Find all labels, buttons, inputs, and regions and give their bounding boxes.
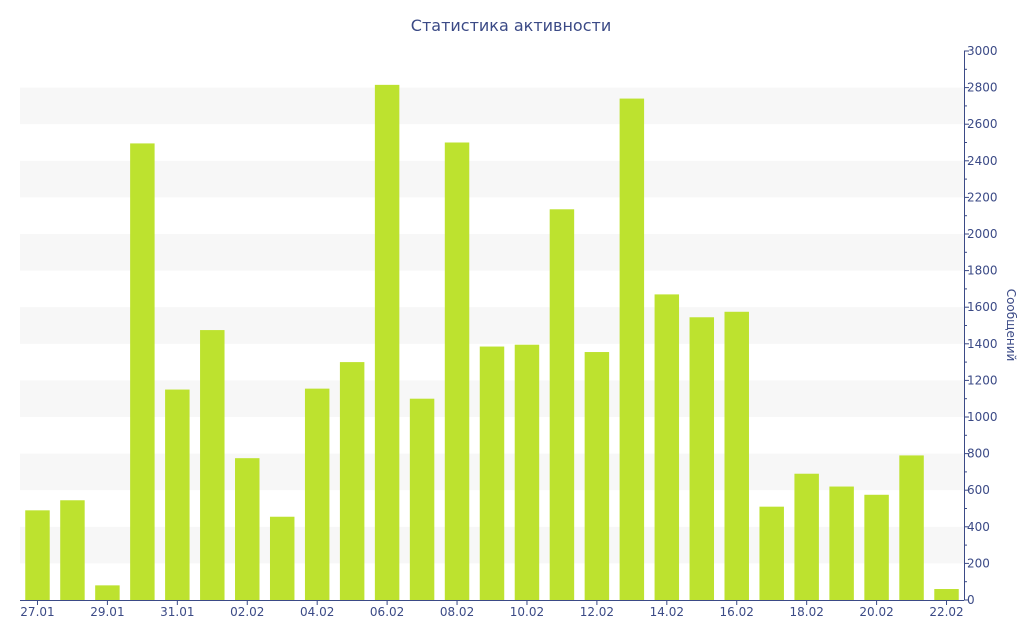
bars	[25, 84, 959, 601]
bar-20.02[interactable]	[864, 494, 889, 600]
bar-04.02[interactable]	[304, 388, 330, 600]
y-tick-label: 1600	[967, 300, 998, 314]
y-tick-label: 800	[967, 447, 990, 461]
bar-17.02[interactable]	[759, 506, 784, 600]
bar-06.02[interactable]	[374, 84, 400, 601]
y-tick-label: 1800	[967, 264, 998, 278]
bar-21.02[interactable]	[899, 455, 924, 600]
y-axis-label: Сообщений	[1004, 289, 1018, 362]
x-tick-label: 04.02	[300, 605, 334, 619]
y-tick-label: 2200	[967, 190, 998, 204]
bar-14.02[interactable]	[654, 294, 680, 600]
bar-09.02[interactable]	[479, 346, 505, 600]
x-tick-label: 27.01	[20, 605, 54, 619]
y-tick-label: 2800	[967, 81, 998, 95]
bar-11.02[interactable]	[549, 209, 575, 601]
grid-band	[20, 307, 964, 344]
y-tick-label: 2600	[967, 117, 998, 131]
x-tick-label: 18.02	[789, 605, 823, 619]
bar-28.01[interactable]	[60, 500, 85, 600]
bar-13.02[interactable]	[619, 98, 645, 600]
x-axis: 27.01 29.01 31.01 02.02 04.02 06.02 08.02 10.02…	[20, 600, 964, 619]
x-tick-label: 29.01	[90, 605, 124, 619]
y-tick-label: 2400	[967, 154, 998, 168]
y-tick-label: 400	[967, 520, 990, 534]
bar-15.02[interactable]	[689, 317, 715, 600]
y-tick-label: 0	[967, 593, 975, 607]
y-tick-label: 1000	[967, 410, 998, 424]
chart-title: Статистика активности	[411, 16, 611, 35]
bar-29.01[interactable]	[95, 585, 120, 600]
y-tick-label: 1200	[967, 373, 998, 387]
y-tick-label: 600	[967, 483, 990, 497]
x-tick-label: 14.02	[650, 605, 684, 619]
x-tick-label: 12.02	[580, 605, 614, 619]
x-tick-label: 02.02	[230, 605, 264, 619]
bar-01.02[interactable]	[200, 330, 225, 600]
y-axis: 0 200 400 600 800 1000 1200 1400 1600 1800 2000 220…	[964, 44, 998, 607]
x-tick-label: 22.02	[929, 605, 963, 619]
bar-16.02[interactable]	[724, 311, 749, 600]
y-tick-label: 2000	[967, 227, 998, 241]
bar-10.02[interactable]	[514, 344, 540, 600]
bar-27.01[interactable]	[25, 510, 50, 600]
x-tick-label: 31.01	[160, 605, 194, 619]
bar-12.02[interactable]	[584, 352, 610, 600]
x-tick-label: 06.02	[370, 605, 404, 619]
x-tick-label: 10.02	[510, 605, 544, 619]
y-tick-label: 200	[967, 556, 990, 570]
bar-08.02[interactable]	[444, 142, 470, 601]
y-tick-label: 3000	[967, 44, 998, 58]
grid-band	[20, 234, 964, 271]
bar-30.01[interactable]	[130, 143, 155, 601]
bar-18.02[interactable]	[794, 473, 819, 600]
bar-03.02[interactable]	[269, 516, 295, 600]
y-tick-label: 1400	[967, 337, 998, 351]
bar-31.01[interactable]	[165, 389, 190, 600]
bar-22.02[interactable]	[934, 589, 959, 600]
x-tick-label: 16.02	[720, 605, 754, 619]
grid-bands	[20, 87, 964, 564]
bar-02.02[interactable]	[235, 458, 260, 600]
x-tick-label: 08.02	[440, 605, 474, 619]
bar-05.02[interactable]	[339, 362, 365, 600]
grid-band	[20, 87, 964, 125]
grid-band	[20, 160, 964, 198]
bar-07.02[interactable]	[409, 398, 435, 600]
bar-19.02[interactable]	[829, 486, 854, 600]
x-tick-label: 20.02	[859, 605, 893, 619]
